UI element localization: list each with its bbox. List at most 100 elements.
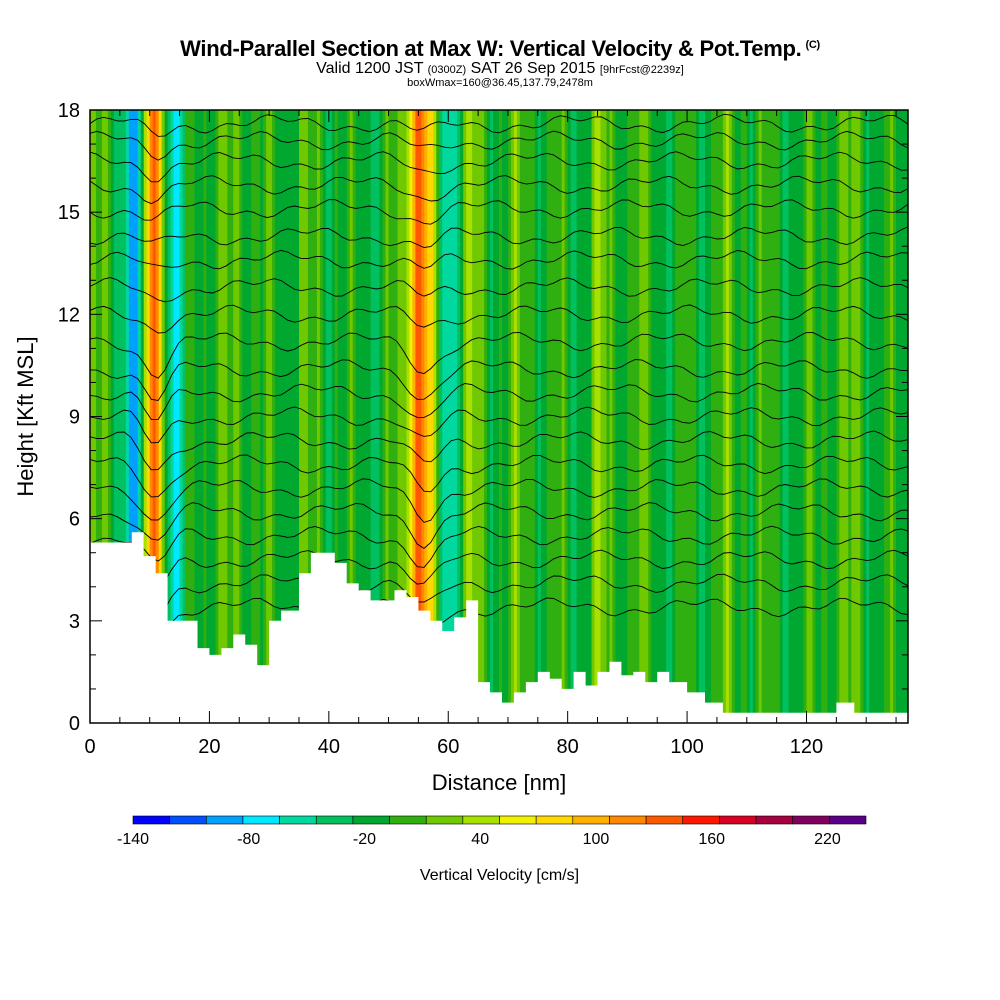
velocity-column — [146, 110, 151, 723]
velocity-column — [528, 110, 533, 723]
theta-contour-line — [90, 573, 908, 617]
velocity-column — [260, 110, 264, 723]
velocity-column — [263, 110, 267, 723]
colorbar: -140 -80 -20 40 100 160 220 — [117, 815, 867, 848]
y-tick-label: 12 — [58, 304, 80, 326]
velocity-column — [764, 110, 769, 723]
velocity-column — [597, 110, 602, 723]
forecast-info: [9hrFcst@2239z] — [599, 64, 684, 76]
velocity-column — [430, 110, 434, 723]
velocity-column — [654, 110, 658, 723]
valid-prefix: Valid 1200 JST — [316, 60, 424, 77]
velocity-column — [639, 110, 643, 723]
velocity-column — [734, 110, 739, 723]
axes: 0 20 40 60 80 100 120 0 3 6 9 12 15 18 — [58, 100, 908, 758]
velocity-column — [346, 110, 351, 723]
velocity-column — [842, 110, 846, 723]
velocity-column — [797, 110, 802, 723]
velocity-column — [466, 110, 470, 723]
velocity-column — [576, 110, 581, 723]
velocity-column — [851, 110, 855, 723]
velocity-column — [552, 110, 557, 723]
velocity-column — [803, 110, 808, 723]
velocity-column — [770, 110, 775, 723]
x-tick-label: 20 — [198, 736, 220, 758]
velocity-column — [878, 110, 882, 723]
velocity-column — [173, 110, 178, 723]
colorbar-swatch — [645, 815, 684, 825]
velocity-column — [331, 110, 336, 723]
velocity-column — [278, 110, 282, 723]
velocity-column — [170, 110, 175, 723]
colorbar-swatch — [499, 815, 537, 825]
chart-title-text: Wind-Parallel Section at Max W: Vertical… — [180, 36, 802, 61]
velocity-column — [875, 110, 879, 723]
velocity-column — [209, 110, 214, 723]
velocity-column — [287, 110, 291, 723]
x-tick-label: 60 — [437, 736, 459, 758]
y-tick-label: 3 — [69, 611, 80, 633]
velocity-column — [272, 110, 276, 723]
velocity-column — [800, 110, 805, 723]
velocity-column — [310, 110, 315, 723]
velocity-column — [836, 110, 840, 723]
velocity-column — [537, 110, 542, 723]
velocity-column — [773, 110, 778, 723]
x-axis-label: Distance [nm] — [432, 770, 567, 795]
velocity-column — [833, 110, 837, 723]
velocity-column — [791, 110, 796, 723]
velocity-column — [143, 110, 148, 723]
velocity-column — [516, 110, 521, 723]
velocity-column — [325, 110, 330, 723]
velocity-column — [370, 110, 375, 723]
velocity-column — [269, 110, 273, 723]
velocity-column — [116, 110, 121, 723]
velocity-column — [887, 110, 891, 723]
velocity-column — [573, 110, 578, 723]
theta-contour-line — [90, 549, 908, 588]
velocity-column — [484, 110, 488, 723]
valid-date: SAT 26 Sep 2015 — [470, 60, 596, 77]
y-tick-label: 18 — [58, 100, 80, 122]
velocity-column — [340, 110, 345, 723]
velocity-column — [582, 110, 587, 723]
velocity-column — [367, 110, 372, 723]
velocity-column — [107, 110, 112, 723]
velocity-column — [104, 110, 109, 723]
velocity-column — [621, 110, 625, 723]
velocity-column — [728, 110, 733, 723]
colorbar-tick-label: 100 — [583, 831, 610, 848]
velocity-column — [794, 110, 799, 723]
colorbar-swatch — [572, 815, 610, 825]
velocity-column — [251, 110, 255, 723]
velocity-column — [343, 110, 348, 723]
velocity-column — [609, 110, 614, 723]
velocity-column — [737, 110, 742, 723]
velocity-column — [134, 110, 139, 723]
colorbar-swatch — [169, 815, 207, 825]
velocity-column — [415, 110, 419, 723]
velocity-column — [125, 110, 130, 723]
velocity-column — [743, 110, 748, 723]
velocity-column — [707, 110, 712, 723]
velocity-column — [281, 110, 285, 723]
colorbar-swatch — [352, 815, 390, 825]
terrain-mask — [90, 532, 908, 723]
velocity-column — [391, 110, 396, 723]
velocity-column — [663, 110, 667, 723]
velocity-column — [890, 110, 894, 723]
velocity-column — [543, 110, 548, 723]
velocity-column — [642, 110, 646, 723]
colorbar-tick-label: 40 — [471, 831, 489, 848]
velocity-column — [230, 110, 234, 723]
velocity-column — [824, 110, 828, 723]
velocity-column — [761, 110, 766, 723]
velocity-column — [436, 110, 440, 723]
velocity-column — [257, 110, 261, 723]
velocity-column — [716, 110, 721, 723]
velocity-column — [439, 110, 443, 723]
velocity-column — [752, 110, 757, 723]
velocity-column — [507, 110, 512, 723]
theta-contour-line — [90, 597, 908, 645]
velocity-column — [239, 110, 243, 723]
